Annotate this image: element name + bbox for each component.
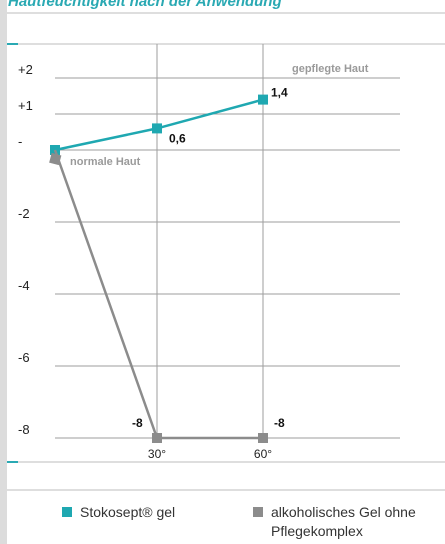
data-point: [258, 433, 268, 443]
data-label: -8: [274, 416, 285, 430]
legend-item-stokosept: Stokosept® gel: [62, 503, 175, 522]
data-point: [49, 152, 62, 166]
annotation-cared-skin: gepflegte Haut: [292, 63, 369, 75]
y-tick-label: -4: [18, 278, 30, 293]
y-tick-label: -6: [18, 350, 30, 365]
legend-swatch-alcohol-gel: [253, 507, 263, 517]
y-tick-label: -8: [18, 422, 30, 437]
annotation-normal-skin: normale Haut: [70, 156, 141, 168]
y-tick-label: -: [18, 134, 22, 149]
data-point: [152, 123, 162, 134]
legend-swatch-stokosept: [62, 507, 72, 517]
data-point: [258, 94, 268, 105]
legend-item-alcohol-gel: alkoholisches Gel ohne Pflegekomplex: [253, 503, 443, 541]
legend-label-alcohol-gel: alkoholisches Gel ohne Pflegekomplex: [271, 504, 416, 539]
legend: Stokosept® gel alkoholisches Gel ohne Pf…: [0, 500, 445, 544]
data-label: 1,4: [271, 86, 288, 100]
y-tick-label: -2: [18, 206, 30, 221]
data-label: 0,6: [169, 131, 186, 145]
data-point: [152, 433, 162, 443]
y-tick-label: +1: [18, 98, 33, 113]
x-tick-label: 60°: [254, 447, 272, 461]
chart-title: Hautfeuchtigkeit nach der Anwendung: [8, 0, 282, 10]
data-label: -8: [132, 416, 143, 430]
legend-label-stokosept: Stokosept® gel: [80, 504, 176, 520]
y-tick-label: +2: [18, 62, 33, 77]
x-tick-label: 30°: [148, 447, 166, 461]
page-edge-strip: [0, 0, 7, 544]
